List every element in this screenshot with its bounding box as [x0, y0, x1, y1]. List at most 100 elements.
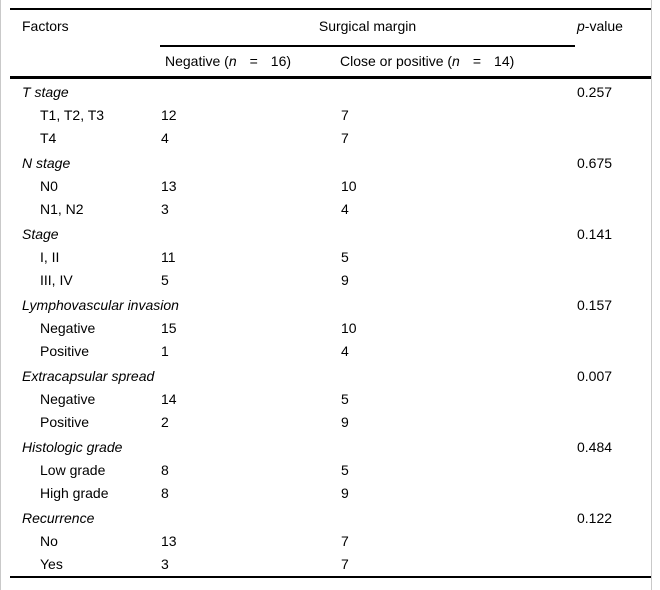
p-value: 0.122	[577, 510, 613, 527]
factor-level-label: T1, T2, T3	[40, 106, 105, 123]
p-value: 0.141	[577, 226, 613, 243]
negative-count-cell: 15	[161, 319, 177, 336]
negative-count-cell: 5	[161, 271, 169, 288]
p-value-empty	[575, 269, 651, 292]
factor-group-label: Histologic grade	[22, 439, 123, 456]
close-count-cell: 7	[341, 129, 349, 146]
close-count-cell: 4	[341, 200, 349, 217]
p-value-empty	[575, 104, 651, 127]
table-row: Yes 3 7	[10, 553, 651, 577]
table-row: Low grade 8 5	[10, 459, 651, 482]
surgical-margin-table: Factors Surgical margin p-value Negative…	[10, 8, 651, 578]
p-value: 0.157	[577, 297, 613, 314]
p-value: 0.257	[577, 84, 613, 101]
factor-level-label: N1, N2	[40, 200, 84, 217]
factor-level-label: Low grade	[40, 461, 106, 478]
factor-level-label: Negative	[40, 319, 96, 336]
column-header-surgical-margin: Surgical margin	[160, 9, 575, 47]
factor-group-label: Recurrence	[22, 510, 95, 527]
negative-count-cell: 13	[161, 532, 177, 549]
negative-n-symbol: n	[228, 52, 237, 69]
column-header-p-value: p-value	[575, 9, 651, 79]
p-value-rest: -value	[584, 18, 623, 34]
factor-level-label: Positive	[40, 413, 90, 430]
p-value-empty	[575, 459, 651, 482]
header-row-top: Factors Surgical margin p-value	[10, 9, 651, 79]
negative-count-cell: 1	[161, 342, 169, 359]
factor-group-label: Stage	[22, 226, 59, 243]
negative-count-cell: 8	[161, 484, 169, 501]
negative-label: Negative (	[165, 52, 229, 69]
table-row: T4 4 7	[10, 127, 651, 150]
negative-count-cell: 2	[161, 413, 169, 430]
table-body: T stage 0.257 T1, T2, T3 12 7 T4 4 7 N s…	[10, 78, 651, 578]
close-count: 14)	[494, 52, 515, 69]
factor-level-label: Negative	[40, 390, 96, 407]
close-count-cell: 7	[341, 106, 349, 123]
close-count-cell: 5	[341, 461, 349, 478]
negative-count-cell: 14	[161, 390, 177, 407]
p-value: 0.675	[577, 155, 613, 172]
close-count-cell: 10	[341, 177, 357, 194]
factor-group-label: T stage	[22, 84, 69, 101]
table-row: Extracapsular spread 0.007	[10, 363, 651, 388]
table-row: III, IV 5 9	[10, 269, 651, 292]
table-row: N stage 0.675	[10, 150, 651, 175]
negative-count: 16)	[270, 52, 292, 69]
p-value-empty	[575, 411, 651, 434]
close-count-cell: 9	[341, 484, 349, 501]
close-n-symbol: n	[452, 52, 460, 69]
negative-count-cell: 3	[161, 200, 169, 217]
table-row: Negative 14 5	[10, 388, 651, 411]
table-row: Positive 1 4	[10, 340, 651, 363]
p-value-empty	[575, 127, 651, 150]
p-value-empty	[575, 340, 651, 363]
close-count-cell: 7	[341, 532, 349, 549]
header-row-sub: Negative (n = 16) Close or positive (n = 14)	[10, 46, 651, 79]
factor-group-label: Lymphovascular invasion	[22, 297, 179, 314]
table-row: I, II 11 5	[10, 246, 651, 269]
column-header-factors: Factors	[10, 9, 160, 79]
p-value: 0.484	[577, 439, 613, 456]
p-value-empty	[575, 246, 651, 269]
factor-level-label: Positive	[40, 342, 90, 359]
p-value-italic-p: p	[577, 18, 585, 34]
negative-count-cell: 4	[161, 129, 169, 146]
p-value-empty	[575, 317, 651, 340]
p-value-empty	[575, 553, 651, 577]
negative-count-cell: 3	[161, 555, 169, 572]
close-count-cell: 9	[341, 271, 349, 288]
p-value: 0.007	[577, 368, 613, 385]
close-count-cell: 9	[341, 413, 349, 430]
negative-count-cell: 12	[161, 106, 177, 123]
negative-equals: =	[249, 52, 258, 69]
close-count-cell: 10	[341, 319, 357, 336]
table-row: Positive 2 9	[10, 411, 651, 434]
p-value-empty	[575, 482, 651, 505]
p-value-empty	[575, 388, 651, 411]
table-header: Factors Surgical margin p-value Negative…	[10, 9, 651, 79]
close-count-cell: 5	[341, 390, 349, 407]
close-count-cell: 5	[341, 248, 349, 265]
negative-count-cell: 8	[161, 461, 169, 478]
table-row: High grade 8 9	[10, 482, 651, 505]
close-label: Close or positive (	[340, 52, 453, 69]
table-row: N1, N2 3 4	[10, 198, 651, 221]
table-row: Histologic grade 0.484	[10, 434, 651, 459]
p-value-empty	[575, 530, 651, 553]
factor-group-label: N stage	[22, 155, 71, 172]
table-row: T1, T2, T3 12 7	[10, 104, 651, 127]
close-count-cell: 7	[341, 555, 349, 572]
factor-group-label: Extracapsular spread	[22, 368, 155, 385]
factor-level-label: III, IV	[40, 271, 73, 288]
close-equals: =	[472, 52, 482, 69]
table-row: Stage 0.141	[10, 221, 651, 246]
column-header-negative: Negative (n = 16)	[160, 46, 340, 79]
table-row: T stage 0.257	[10, 78, 651, 105]
p-value-empty	[575, 198, 651, 221]
factor-level-label: High grade	[40, 484, 109, 501]
factor-level-label: T4	[40, 129, 57, 146]
negative-count-cell: 13	[161, 177, 177, 194]
table-row: No 13 7	[10, 530, 651, 553]
